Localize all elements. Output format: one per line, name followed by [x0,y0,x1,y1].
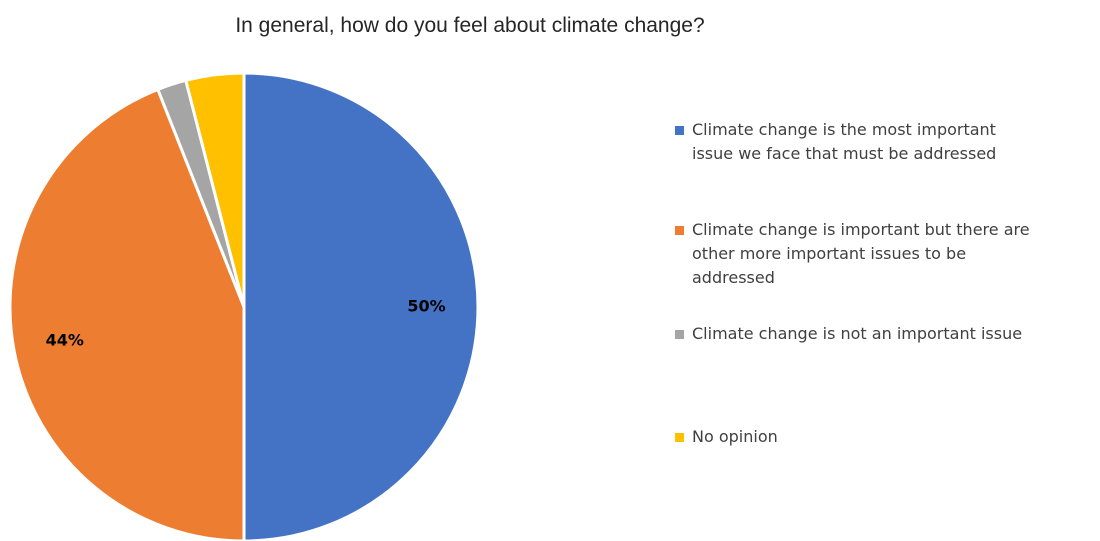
data-label-most-important: 50% [407,297,445,316]
legend-swatch-important-but-other [675,226,684,235]
legend-swatch-no-opinion [675,433,684,442]
pie-slice-most-important [242,71,480,541]
legend-label-not-important: Climate change is not an important issue [692,324,1023,343]
legend-swatch-most-important [675,126,684,135]
legend-item-no-opinion: No opinion [675,425,1095,449]
data-label-important-but-other: 44% [46,331,84,350]
legend-item-most-important: Climate change is the most important iss… [675,118,1095,166]
legend-item-not-important: Climate change is not an important issue [675,322,1095,346]
legend-label-important-but-other: Climate change is important but there ar… [692,220,1030,287]
legend-label-most-important: Climate change is the most important iss… [692,120,997,163]
legend-item-important-but-other: Climate change is important but there ar… [675,218,1095,290]
legend-swatch-not-important [675,330,684,339]
pie-slice-important-but-other [8,87,246,541]
chart-title: In general, how do you feel about climat… [235,14,705,37]
legend-label-no-opinion: No opinion [692,427,778,446]
pie-slice-no-opinion [184,71,246,309]
